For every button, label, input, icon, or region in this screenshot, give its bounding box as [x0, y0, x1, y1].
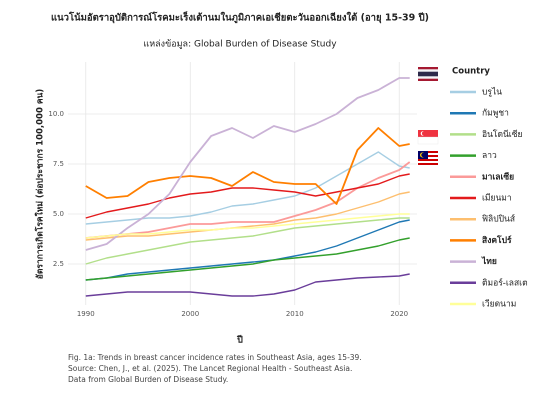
x-tick-label: 2020: [390, 310, 408, 318]
series-line: [85, 127, 410, 205]
plot-lines: [85, 77, 411, 297]
y-tick-label: 7.5: [53, 160, 64, 168]
legend-title: Country: [452, 67, 490, 77]
legend-label: สิงคโปร์: [482, 235, 512, 246]
chart-title: แนวโน้มอัตราอุบัติการณ์โรคมะเร็งเต้านมใน…: [51, 11, 429, 25]
series-line: [85, 217, 410, 265]
legend-label: ติมอร์-เลสเต: [482, 277, 528, 288]
y-tick-label: 2.5: [53, 260, 64, 268]
series-line: [85, 237, 410, 281]
legend-label: ลาว: [482, 151, 497, 161]
caption: Fig. 1a: Trends in breast cancer inciden…: [68, 353, 362, 362]
legend-label: ฟิลิปปินส์: [482, 214, 516, 225]
y-tick-label: 10.0: [48, 110, 64, 118]
y-tick-label: 5.0: [53, 210, 64, 218]
caption: Data from Global Burden of Disease Study…: [68, 375, 228, 384]
legend-label: เวียดนาม: [482, 299, 516, 310]
flag-thailand: [418, 67, 438, 81]
legend-label: ไทย: [481, 256, 497, 267]
legend-label: บรูไน: [482, 87, 502, 98]
series-line: [85, 161, 411, 239]
legend-label: อินโดนีเซีย: [482, 129, 522, 140]
y-axis-label: อัตราการเกิดโรคใหม่ (ต่อประชากร 100,000 …: [35, 89, 46, 280]
caption: Source: Chen, J., et al. (2025). The Lan…: [68, 364, 352, 373]
series-line: [85, 213, 410, 239]
legend-label: เมียนมา: [482, 193, 512, 204]
legend-label: กัมพูชา: [482, 109, 509, 119]
chart-subtitle: แหล่งข้อมูล: Global Burden of Disease St…: [143, 39, 337, 50]
x-axis-label: ปี: [236, 335, 243, 346]
series-line: [85, 77, 410, 251]
flag-singapore: [417, 130, 439, 145]
x-tick-label: 1990: [77, 310, 95, 318]
series-line: [85, 273, 410, 297]
series-line: [85, 191, 410, 241]
legend-label: มาเลเซีย: [482, 171, 514, 182]
series-line: [85, 173, 410, 219]
flag-malaysia: [418, 151, 438, 165]
series-line: [85, 219, 410, 281]
x-tick-label: 2000: [181, 310, 199, 318]
grid: [68, 62, 417, 305]
x-tick-label: 2010: [286, 310, 304, 318]
